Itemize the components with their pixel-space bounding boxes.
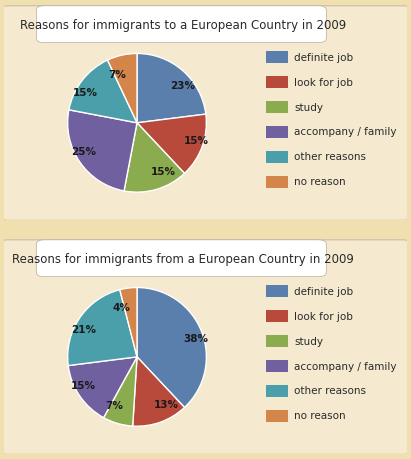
Text: look for job: look for job <box>294 311 353 321</box>
Text: Reasons for immigrants to a European Country in 2009: Reasons for immigrants to a European Cou… <box>20 19 346 32</box>
FancyBboxPatch shape <box>0 7 411 221</box>
FancyBboxPatch shape <box>266 311 288 323</box>
Text: no reason: no reason <box>294 177 346 187</box>
FancyBboxPatch shape <box>266 360 288 372</box>
FancyBboxPatch shape <box>266 102 288 114</box>
Text: study: study <box>294 336 323 346</box>
FancyBboxPatch shape <box>0 241 411 454</box>
FancyBboxPatch shape <box>266 410 288 422</box>
Text: accompany / family: accompany / family <box>294 361 397 371</box>
FancyBboxPatch shape <box>266 285 288 297</box>
Text: other reasons: other reasons <box>294 152 366 162</box>
Text: Reasons for immigrants from a European Country in 2009: Reasons for immigrants from a European C… <box>12 252 354 265</box>
FancyBboxPatch shape <box>266 336 288 347</box>
Text: definite job: definite job <box>294 286 353 296</box>
Text: definite job: definite job <box>294 53 353 62</box>
FancyBboxPatch shape <box>266 77 288 89</box>
FancyBboxPatch shape <box>266 127 288 139</box>
Text: study: study <box>294 102 323 112</box>
FancyBboxPatch shape <box>266 151 288 163</box>
FancyBboxPatch shape <box>266 177 288 188</box>
Text: other reasons: other reasons <box>294 386 366 396</box>
FancyBboxPatch shape <box>36 241 326 277</box>
FancyBboxPatch shape <box>266 385 288 397</box>
Text: accompany / family: accompany / family <box>294 127 397 137</box>
Text: look for job: look for job <box>294 78 353 87</box>
FancyBboxPatch shape <box>36 7 326 44</box>
Text: no reason: no reason <box>294 410 346 420</box>
FancyBboxPatch shape <box>266 52 288 64</box>
